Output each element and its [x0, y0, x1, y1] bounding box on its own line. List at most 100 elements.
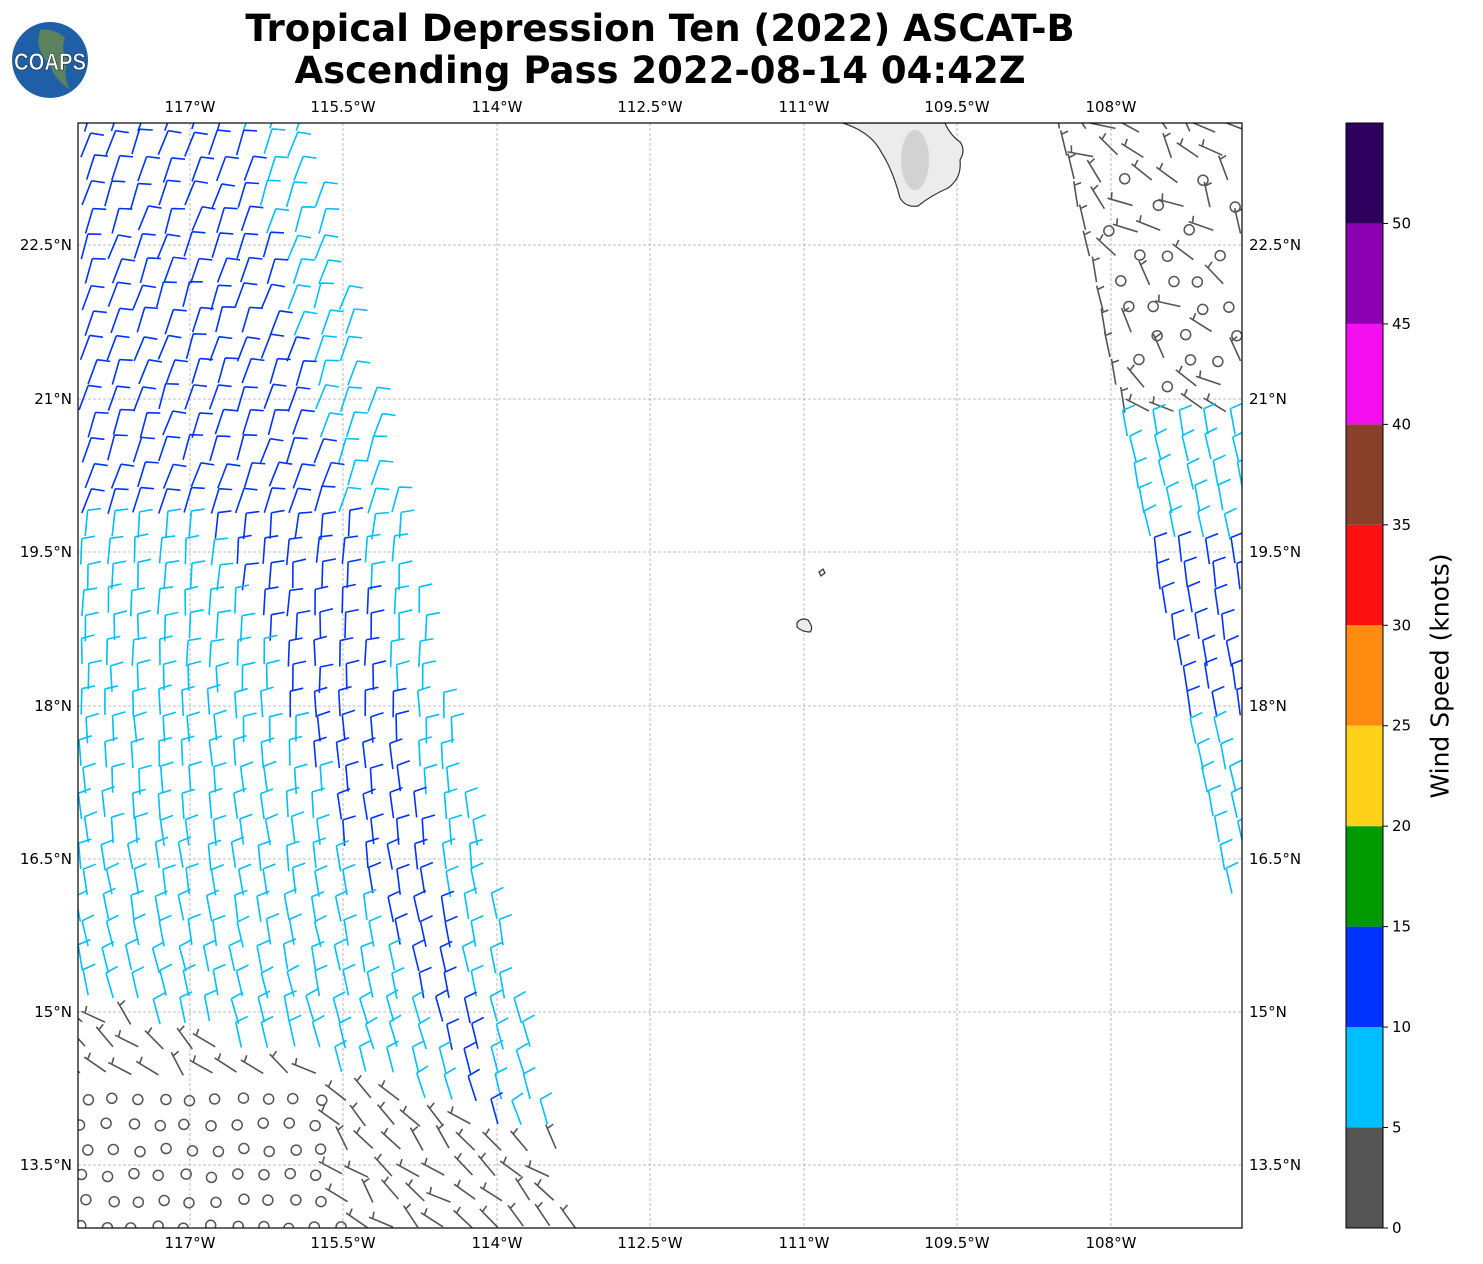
calm-circle [152, 1220, 164, 1228]
calm-circle [108, 1195, 120, 1208]
wind-barb [210, 863, 225, 896]
calm-circle [258, 1168, 270, 1181]
wind-barb [83, 123, 89, 132]
calm-circle [1196, 303, 1209, 316]
wind-barb [314, 865, 328, 897]
wind-barb [435, 1123, 450, 1149]
wind-barb [1185, 123, 1191, 132]
wind-barb [1236, 818, 1242, 844]
wind-barb [314, 234, 339, 260]
wind-barb [364, 1016, 378, 1050]
wind-barb [310, 891, 325, 923]
wind-barb [1057, 123, 1061, 129]
calm-circle [78, 1219, 87, 1228]
calm-circle [238, 1142, 250, 1155]
wind-barb [138, 359, 163, 385]
wind-barb [83, 811, 98, 843]
wind-barb [111, 358, 133, 385]
wind-barb [239, 256, 263, 283]
wind-barb [116, 999, 132, 1025]
calm-circle [128, 1118, 141, 1130]
wind-barb [191, 357, 214, 384]
wind-barb [337, 437, 360, 464]
wind-barb [162, 463, 187, 489]
coaps-logo: COAPS [12, 22, 88, 98]
wind-barb [283, 888, 297, 920]
wind-barb [132, 386, 157, 412]
wind-barb [443, 1067, 457, 1100]
wind-barb [262, 863, 276, 895]
wind-barb [455, 1128, 476, 1151]
calm-circle [107, 1143, 120, 1156]
wind-barb [438, 1040, 452, 1073]
wind-barb [319, 412, 343, 438]
calm-circle [262, 1093, 275, 1105]
wind-barb [515, 1042, 529, 1076]
wind-barb [1230, 786, 1242, 819]
wind-barb [425, 713, 440, 744]
wind-barb [1153, 532, 1168, 564]
wind-barb [132, 687, 146, 718]
calm-circle [183, 1197, 195, 1209]
wind-barb [131, 788, 146, 820]
wind-barb [417, 1016, 431, 1050]
wind-barb [188, 760, 202, 792]
wind-barb [285, 181, 308, 208]
calm-circle [262, 1194, 274, 1206]
wind-barb [1183, 556, 1198, 588]
wind-barb [101, 785, 115, 817]
wind-barb [137, 123, 142, 132]
calm-circle [231, 1119, 243, 1131]
wind-barb [137, 558, 152, 589]
wind-barb [180, 735, 195, 766]
wind-barb [235, 129, 258, 156]
wind-barb [345, 760, 359, 792]
wind-barb [389, 786, 403, 819]
wind-barb [259, 788, 274, 820]
wind-barb [1219, 838, 1233, 871]
wind-barb [285, 840, 300, 872]
wind-barb [1186, 457, 1200, 490]
wind-barb [342, 815, 356, 846]
colorbar-bin [1346, 524, 1383, 626]
wind-barb [228, 939, 242, 972]
wind-barb [82, 863, 96, 895]
wind-barb [386, 1040, 400, 1073]
wind-barb [188, 609, 204, 639]
wind-barb [158, 535, 176, 564]
wind-barb [1181, 429, 1195, 462]
wind-barb [133, 862, 147, 895]
wind-barb [1204, 261, 1224, 285]
wind-barb [419, 861, 434, 894]
wind-barb [514, 1175, 531, 1201]
wind-barb [441, 837, 456, 870]
wind-barb [395, 660, 410, 691]
wind-barb [380, 1127, 401, 1150]
wind-barb [440, 890, 455, 922]
wind-barb [267, 408, 289, 436]
wind-barb [84, 310, 107, 336]
wind-barb [81, 914, 95, 947]
colorbar-bin [1346, 826, 1383, 927]
wind-barb [206, 684, 221, 715]
wind-barb [208, 129, 231, 155]
wind-barb [269, 1050, 289, 1074]
wind-barb [210, 487, 233, 514]
wind-barb [289, 687, 304, 718]
wind-barb [463, 991, 477, 1024]
lon-tick-top: 108°W [1085, 98, 1137, 116]
wind-barb [157, 129, 182, 155]
calm-circle [212, 1145, 225, 1158]
wind-barb [212, 762, 227, 793]
wind-barb [288, 487, 312, 514]
wind-barb [1126, 364, 1145, 388]
calm-circle [1103, 225, 1115, 237]
colorbar-tick-label: 30 [1392, 616, 1411, 634]
colorbar: 0 5 10 15 20 25 30 35 40 45 50 [1345, 122, 1411, 1237]
wind-barb [176, 1025, 193, 1050]
wind-barb [498, 913, 513, 946]
wind-barb [131, 128, 153, 155]
wind-barb [1198, 139, 1223, 156]
wind-barb [1204, 532, 1219, 565]
wind-barb [283, 989, 297, 1022]
